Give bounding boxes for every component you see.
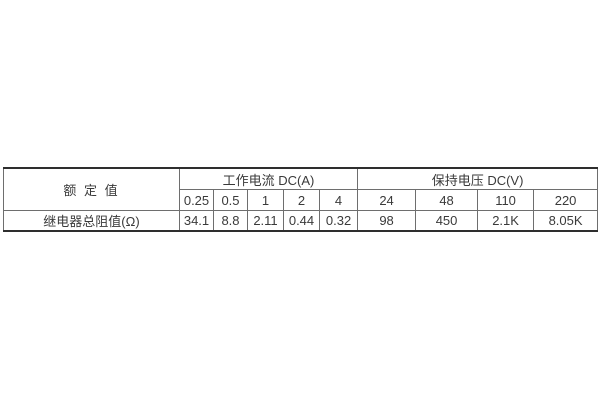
table-row: 额 定 值 工作电流 DC(A) 保持电压 DC(V) <box>3 167 599 211</box>
holding-voltage-section-header: 保持电压 DC(V) <box>357 167 599 190</box>
rated-value-header-cell: 额 定 值 <box>3 167 180 211</box>
resistance-value-cell: 450 <box>415 210 479 232</box>
table-row: 0.25 0.5 1 2 4 24 48 110 220 <box>4 189 599 211</box>
voltage-column-header: 24 <box>357 189 417 211</box>
table-row: 继电器总阻值(Ω) 34.1 8.8 2.11 0.44 0.32 98 450… <box>3 210 599 232</box>
resistance-value-cell: 34.1 <box>179 210 214 232</box>
voltage-column-header: 220 <box>533 189 599 211</box>
row-label-total-resistance: 继电器总阻值(Ω) <box>3 210 180 232</box>
voltage-column-header: 110 <box>477 189 535 211</box>
resistance-value-cell: 2.1K <box>477 210 535 232</box>
current-column-header: 0.5 <box>213 189 248 211</box>
current-column-header: 2 <box>283 189 320 211</box>
resistance-value-cell: 98 <box>357 210 417 232</box>
working-current-section-header: 工作电流 DC(A) <box>178 167 359 190</box>
current-column-header: 0.25 <box>179 189 214 211</box>
resistance-value-cell: 2.11 <box>247 210 284 232</box>
resistance-value-cell: 8.05K <box>533 210 599 232</box>
resistance-value-cell: 0.44 <box>283 210 320 232</box>
resistance-value-cell: 8.8 <box>213 210 248 232</box>
current-column-header: 4 <box>318 189 359 211</box>
voltage-column-header: 48 <box>415 189 479 211</box>
resistance-value-cell: 0.32 <box>318 210 359 232</box>
relay-spec-table: 额 定 值 工作电流 DC(A) 保持电压 DC(V) 0.25 0.5 1 2… <box>3 167 599 232</box>
current-column-header: 1 <box>247 189 284 211</box>
